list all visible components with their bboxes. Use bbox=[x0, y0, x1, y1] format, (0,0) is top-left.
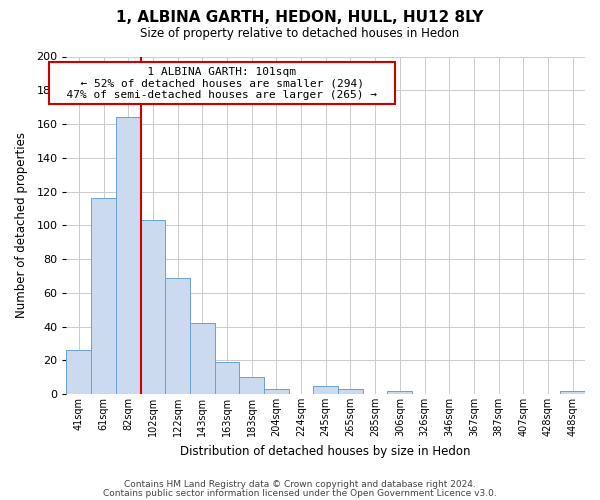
Text: Contains HM Land Registry data © Crown copyright and database right 2024.: Contains HM Land Registry data © Crown c… bbox=[124, 480, 476, 489]
Y-axis label: Number of detached properties: Number of detached properties bbox=[15, 132, 28, 318]
Bar bbox=[560, 390, 585, 394]
Text: 1, ALBINA GARTH, HEDON, HULL, HU12 8LY: 1, ALBINA GARTH, HEDON, HULL, HU12 8LY bbox=[116, 10, 484, 25]
Bar bbox=[165, 278, 190, 394]
Text: Contains public sector information licensed under the Open Government Licence v3: Contains public sector information licen… bbox=[103, 488, 497, 498]
Bar bbox=[264, 389, 289, 394]
Text: Size of property relative to detached houses in Hedon: Size of property relative to detached ho… bbox=[140, 28, 460, 40]
Bar bbox=[190, 323, 215, 394]
Bar bbox=[116, 118, 140, 394]
Bar bbox=[239, 377, 264, 394]
Bar bbox=[91, 198, 116, 394]
Bar bbox=[67, 350, 91, 394]
Text: 1 ALBINA GARTH: 101sqm  
  ← 52% of detached houses are smaller (294)  
  47% of: 1 ALBINA GARTH: 101sqm ← 52% of detached… bbox=[53, 66, 391, 100]
Bar bbox=[388, 390, 412, 394]
Bar bbox=[215, 362, 239, 394]
Bar bbox=[140, 220, 165, 394]
Bar bbox=[338, 389, 363, 394]
Bar bbox=[313, 386, 338, 394]
X-axis label: Distribution of detached houses by size in Hedon: Distribution of detached houses by size … bbox=[181, 444, 471, 458]
